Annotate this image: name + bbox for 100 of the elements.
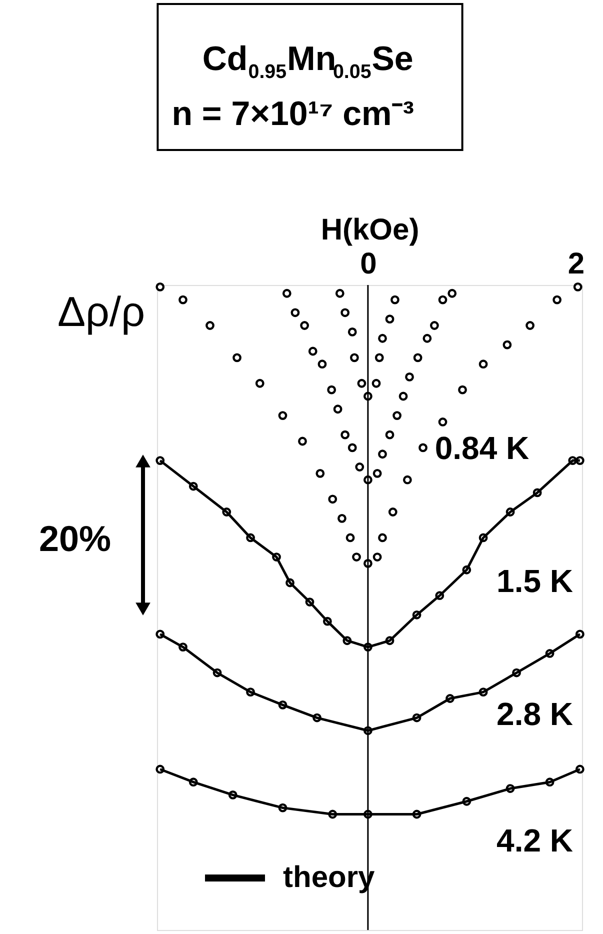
point	[188, 482, 198, 491]
point	[363, 392, 372, 401]
point	[363, 475, 372, 484]
point	[178, 642, 188, 652]
point	[478, 360, 488, 369]
point	[435, 591, 444, 600]
point	[342, 636, 352, 646]
point	[392, 411, 402, 420]
point	[363, 810, 372, 819]
series-label: 0.84 K	[434, 430, 530, 466]
point	[478, 533, 488, 542]
point	[340, 430, 350, 440]
point	[212, 668, 222, 678]
point	[312, 713, 322, 722]
point	[398, 392, 408, 401]
point	[378, 533, 387, 542]
point	[412, 610, 422, 620]
point	[405, 372, 414, 382]
x-axis-title: H(kOe)	[320, 214, 420, 246]
series-label: 1.5 K	[496, 563, 573, 600]
point	[206, 321, 214, 330]
point	[222, 508, 232, 516]
point	[246, 688, 255, 697]
point	[340, 308, 350, 318]
point	[438, 418, 448, 426]
point	[506, 508, 515, 516]
point	[272, 552, 281, 562]
point	[363, 559, 372, 568]
y-axis-title: Δρ/ρ	[57, 288, 145, 335]
point	[255, 378, 264, 388]
series-label: 4.2 K	[496, 822, 573, 859]
point	[290, 308, 300, 318]
point	[346, 533, 355, 542]
point	[438, 295, 448, 304]
point	[412, 810, 422, 819]
text: 20%	[38, 518, 112, 559]
point	[300, 321, 310, 330]
point	[278, 700, 288, 710]
point	[372, 468, 382, 478]
point	[322, 616, 332, 626]
x-tick-label: 2	[568, 248, 585, 280]
point	[448, 288, 457, 298]
point	[545, 649, 554, 658]
point	[327, 385, 336, 394]
point	[402, 475, 412, 484]
point	[305, 598, 314, 606]
point	[338, 514, 346, 523]
point	[446, 694, 454, 703]
point	[282, 288, 292, 298]
point	[363, 726, 372, 736]
point	[418, 443, 428, 452]
point	[385, 636, 394, 646]
point	[348, 327, 357, 336]
point	[526, 321, 534, 330]
point	[363, 642, 372, 652]
point	[352, 552, 361, 562]
point	[422, 334, 432, 343]
point	[328, 810, 338, 819]
point	[333, 404, 342, 414]
point	[458, 385, 467, 394]
point	[372, 552, 382, 562]
point	[478, 688, 488, 697]
point	[412, 713, 422, 722]
point	[348, 443, 357, 452]
point	[228, 790, 238, 800]
point	[316, 468, 325, 478]
point	[372, 378, 381, 388]
series-label: 2.8 K	[496, 696, 573, 732]
point	[188, 778, 198, 787]
point	[156, 282, 165, 292]
point	[573, 282, 582, 292]
point	[388, 508, 398, 516]
point	[286, 578, 294, 588]
point	[246, 533, 255, 542]
point	[355, 462, 364, 472]
point	[374, 353, 384, 362]
point	[462, 796, 472, 806]
point	[532, 488, 542, 498]
point	[357, 378, 366, 388]
chart-subtitle: n = 7×10¹⁷ cm⁻³	[172, 95, 414, 133]
point	[512, 668, 521, 678]
point	[385, 314, 394, 324]
point	[378, 334, 387, 343]
point	[430, 321, 439, 330]
point	[385, 430, 394, 440]
point	[378, 450, 387, 459]
point	[350, 353, 359, 362]
point	[308, 346, 318, 356]
point	[413, 353, 422, 362]
x-tick-label: 0	[360, 248, 377, 280]
point	[502, 340, 512, 350]
point	[335, 288, 344, 298]
point	[298, 436, 307, 446]
point	[545, 778, 554, 787]
point	[506, 784, 515, 793]
point	[462, 565, 472, 574]
point	[328, 494, 338, 504]
point	[318, 360, 327, 369]
point	[552, 295, 562, 304]
point	[390, 295, 400, 304]
